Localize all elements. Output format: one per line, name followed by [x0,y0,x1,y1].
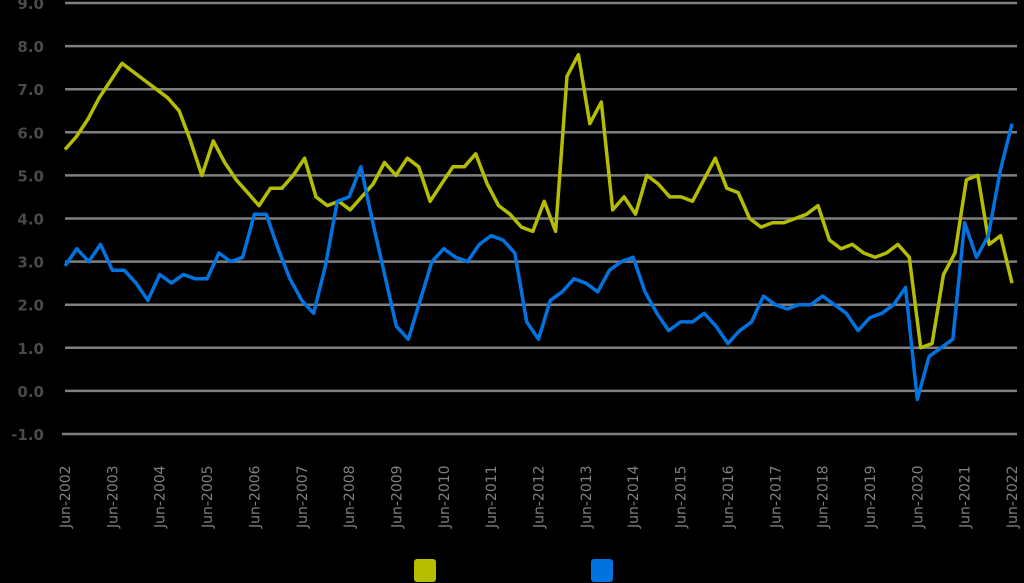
series-line-1 [63,52,1014,350]
y-tick-label: 2.0 [17,297,44,315]
y-tick-label: 8.0 [17,38,44,56]
y-axis-ticks: 9.0 8.0 7.0 6.0 5.0 4.0 3.0 2.0 1.0 0.0 -1.0 [11,0,44,444]
x-tick-label: Jun-2018 [816,465,832,529]
x-tick-label: Jun-2021 [958,465,974,529]
y-tick-label: 7.0 [17,81,44,99]
legend-swatch-series-1 [414,559,436,582]
x-tick-label: Jun-2022 [1005,465,1021,529]
gridlines [62,1,1017,436]
x-tick-label: Jun-2012 [532,465,548,529]
y-tick-label: -1.0 [11,426,44,444]
x-tick-label: Jun-2006 [247,465,263,529]
x-tick-label: Jun-2009 [389,465,405,529]
x-tick-label: Jun-2020 [910,465,926,529]
x-tick-label: Jun-2005 [200,465,216,529]
y-tick-label: 4.0 [17,211,44,229]
legend-swatch-series-2 [591,559,613,582]
x-tick-label: Jun-2004 [153,465,169,529]
x-tick-label: Jun-2011 [484,465,500,529]
data-series [63,52,1014,402]
x-tick-label: Jun-2013 [579,465,595,529]
y-tick-label: 0.0 [17,383,44,401]
x-axis-ticks: Jun-2002 Jun-2003 Jun-2004 Jun-2005 Jun-2006… [58,465,1021,529]
x-tick-label: Jun-2003 [105,465,121,529]
series-line-2 [63,123,1014,402]
x-tick-label: Jun-2008 [342,465,358,529]
y-tick-label: 1.0 [17,340,44,358]
x-tick-label: Jun-2019 [863,465,879,529]
x-tick-label: Jun-2015 [674,465,690,529]
x-tick-label: Jun-2010 [437,465,453,529]
y-tick-label: 3.0 [17,254,44,272]
x-tick-label: Jun-2002 [58,465,74,529]
x-tick-label: Jun-2016 [721,465,737,529]
y-tick-label: 6.0 [17,124,44,142]
x-tick-label: Jun-2014 [626,465,642,529]
x-tick-label: Jun-2017 [768,465,784,529]
y-tick-label: 9.0 [17,0,44,13]
x-tick-label: Jun-2007 [295,465,311,529]
y-tick-label: 5.0 [17,167,44,185]
